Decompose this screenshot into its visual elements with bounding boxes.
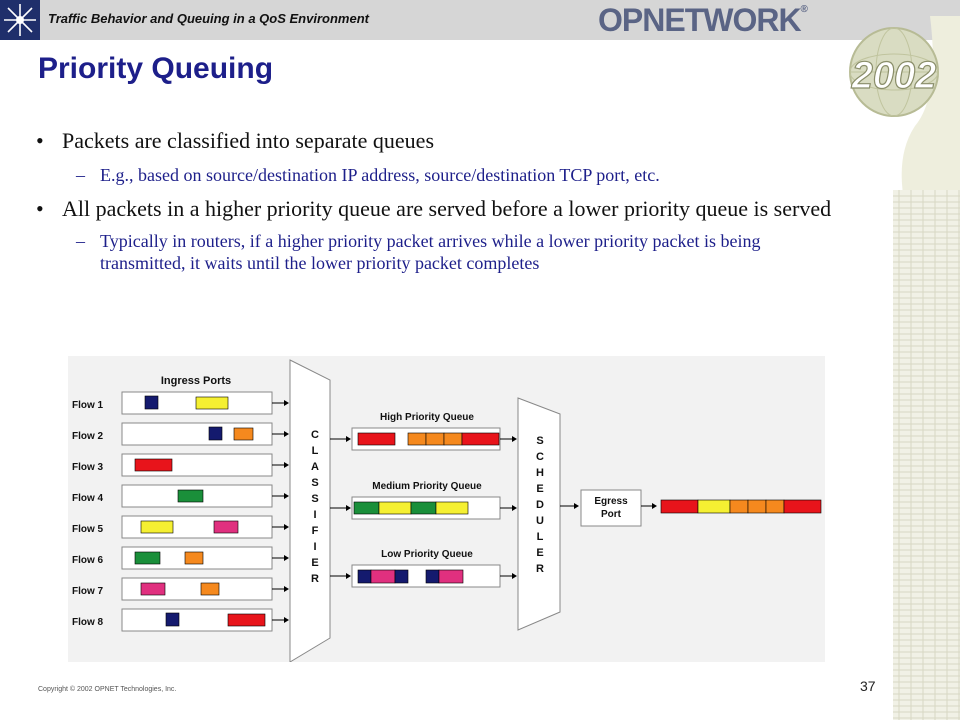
- brand-logo: OPNETWORK®: [598, 2, 808, 38]
- svg-text:C: C: [311, 429, 319, 441]
- svg-text:U: U: [536, 515, 544, 527]
- svg-text:Egress: Egress: [594, 496, 628, 507]
- presentation-title: Traffic Behavior and Queuing in a QoS En…: [48, 11, 369, 26]
- svg-text:E: E: [311, 557, 318, 569]
- flow-label: Flow 2: [72, 431, 104, 442]
- classifier: C L A S S I F I E R: [289, 359, 331, 662]
- flow-7: Flow 7: [72, 577, 289, 601]
- bullet-item: • Packets are classified into separate qu…: [36, 128, 435, 153]
- flow-1: Flow 1: [72, 391, 289, 415]
- svg-text:R: R: [311, 573, 319, 585]
- egress-port: Egress Port: [560, 489, 657, 527]
- priority-queuing-diagram: Ingress Ports Flow 1 Flow 2 Flow 3 Flow …: [68, 356, 825, 662]
- flow-label: Flow 6: [72, 555, 104, 566]
- svg-text:F: F: [312, 525, 319, 537]
- svg-text:I: I: [313, 541, 316, 553]
- svg-text:L: L: [312, 445, 319, 457]
- svg-text:L: L: [537, 531, 544, 543]
- svg-text:R: R: [536, 563, 544, 575]
- output-stream: [660, 499, 822, 514]
- bullet-list: • Packets are classified into separate qu…: [36, 128, 876, 274]
- slide-title: Priority Queuing: [38, 52, 274, 85]
- flow-5: Flow 5: [72, 515, 289, 539]
- year-badge-text: 2002: [851, 55, 937, 97]
- page-number: 37: [860, 678, 876, 694]
- svg-text:I: I: [313, 509, 316, 521]
- sub-bullet-item: – Typically in routers, if a higher prior…: [76, 231, 761, 273]
- queue-label: Medium Priority Queue: [372, 481, 482, 492]
- queue-label: Low Priority Queue: [381, 549, 473, 560]
- svg-text:Port: Port: [601, 509, 622, 520]
- flow-2: Flow 2: [72, 422, 289, 446]
- flow-6: Flow 6: [72, 546, 289, 570]
- flow-label: Flow 7: [72, 586, 104, 597]
- svg-text:H: H: [536, 467, 544, 479]
- svg-text:S: S: [536, 435, 543, 447]
- flow-8: Flow 8: [72, 608, 289, 632]
- svg-text:A: A: [311, 461, 319, 473]
- flow-label: Flow 4: [72, 493, 104, 504]
- svg-text:S: S: [311, 477, 318, 489]
- star-logo-icon: [0, 0, 40, 40]
- decorative-grid-strip: [893, 190, 960, 720]
- flow-label: Flow 8: [72, 617, 104, 628]
- svg-text:C: C: [536, 451, 544, 463]
- low-priority-queue: Low Priority Queue: [330, 549, 517, 588]
- year-badge-2002: 2002: [849, 16, 960, 206]
- high-priority-queue: High Priority Queue: [330, 412, 517, 451]
- queue-label: High Priority Queue: [380, 412, 474, 423]
- svg-text:S: S: [311, 493, 318, 505]
- medium-priority-queue: Medium Priority Queue: [330, 481, 517, 520]
- sub-bullet-item: – E.g., based on source/destination IP ad…: [76, 165, 660, 185]
- scheduler: S C H E D U L E R: [517, 397, 561, 631]
- flow-label: Flow 5: [72, 524, 104, 535]
- svg-text:E: E: [536, 483, 543, 495]
- bullet-item: • All packets in a higher priority queue …: [36, 196, 832, 221]
- svg-text:D: D: [536, 499, 544, 511]
- header-bar: [0, 0, 960, 40]
- copyright-notice: Copyright © 2002 OPNET Technologies, Inc…: [38, 686, 177, 693]
- svg-text:E: E: [536, 547, 543, 559]
- flow-label: Flow 1: [72, 400, 104, 411]
- flow-3: Flow 3: [72, 453, 289, 477]
- flow-4: Flow 4: [72, 484, 289, 508]
- ingress-ports-title: Ingress Ports: [161, 375, 231, 387]
- flow-label: Flow 3: [72, 462, 104, 473]
